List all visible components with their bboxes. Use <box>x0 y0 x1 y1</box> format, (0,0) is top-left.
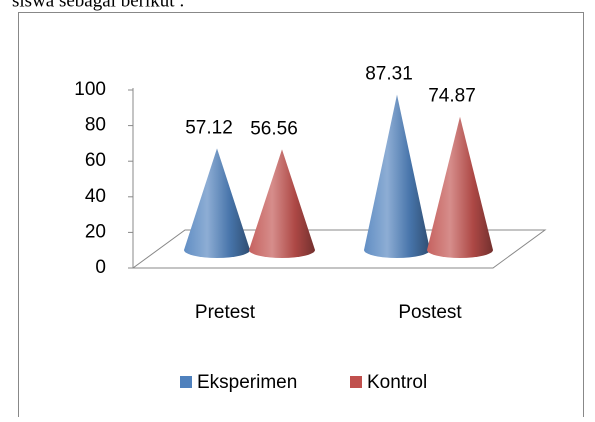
value-label: 56.56 <box>250 118 298 139</box>
y-tick-label: 100 <box>74 79 106 100</box>
y-tick-label: 0 <box>95 257 106 278</box>
value-label: 87.31 <box>365 64 413 85</box>
y-tick-label: 80 <box>85 115 106 136</box>
y-tick-label: 40 <box>85 186 106 207</box>
cone <box>184 148 250 258</box>
x-tick-label: Postest <box>398 302 462 323</box>
cone <box>249 149 315 258</box>
value-label: 74.87 <box>428 86 476 107</box>
legend-label: Kontrol <box>367 372 427 393</box>
y-tick-label: 60 <box>85 150 106 171</box>
legend-swatch <box>350 376 362 388</box>
cone <box>427 116 493 258</box>
x-tick-label: Pretest <box>195 302 256 323</box>
legend-label: Eksperimen <box>197 372 297 393</box>
cone <box>364 94 430 259</box>
y-tick-label: 20 <box>85 221 106 242</box>
value-label: 57.12 <box>185 117 233 138</box>
legend-swatch <box>180 376 192 388</box>
header-text: siswa sebagai berikut : <box>12 0 185 11</box>
